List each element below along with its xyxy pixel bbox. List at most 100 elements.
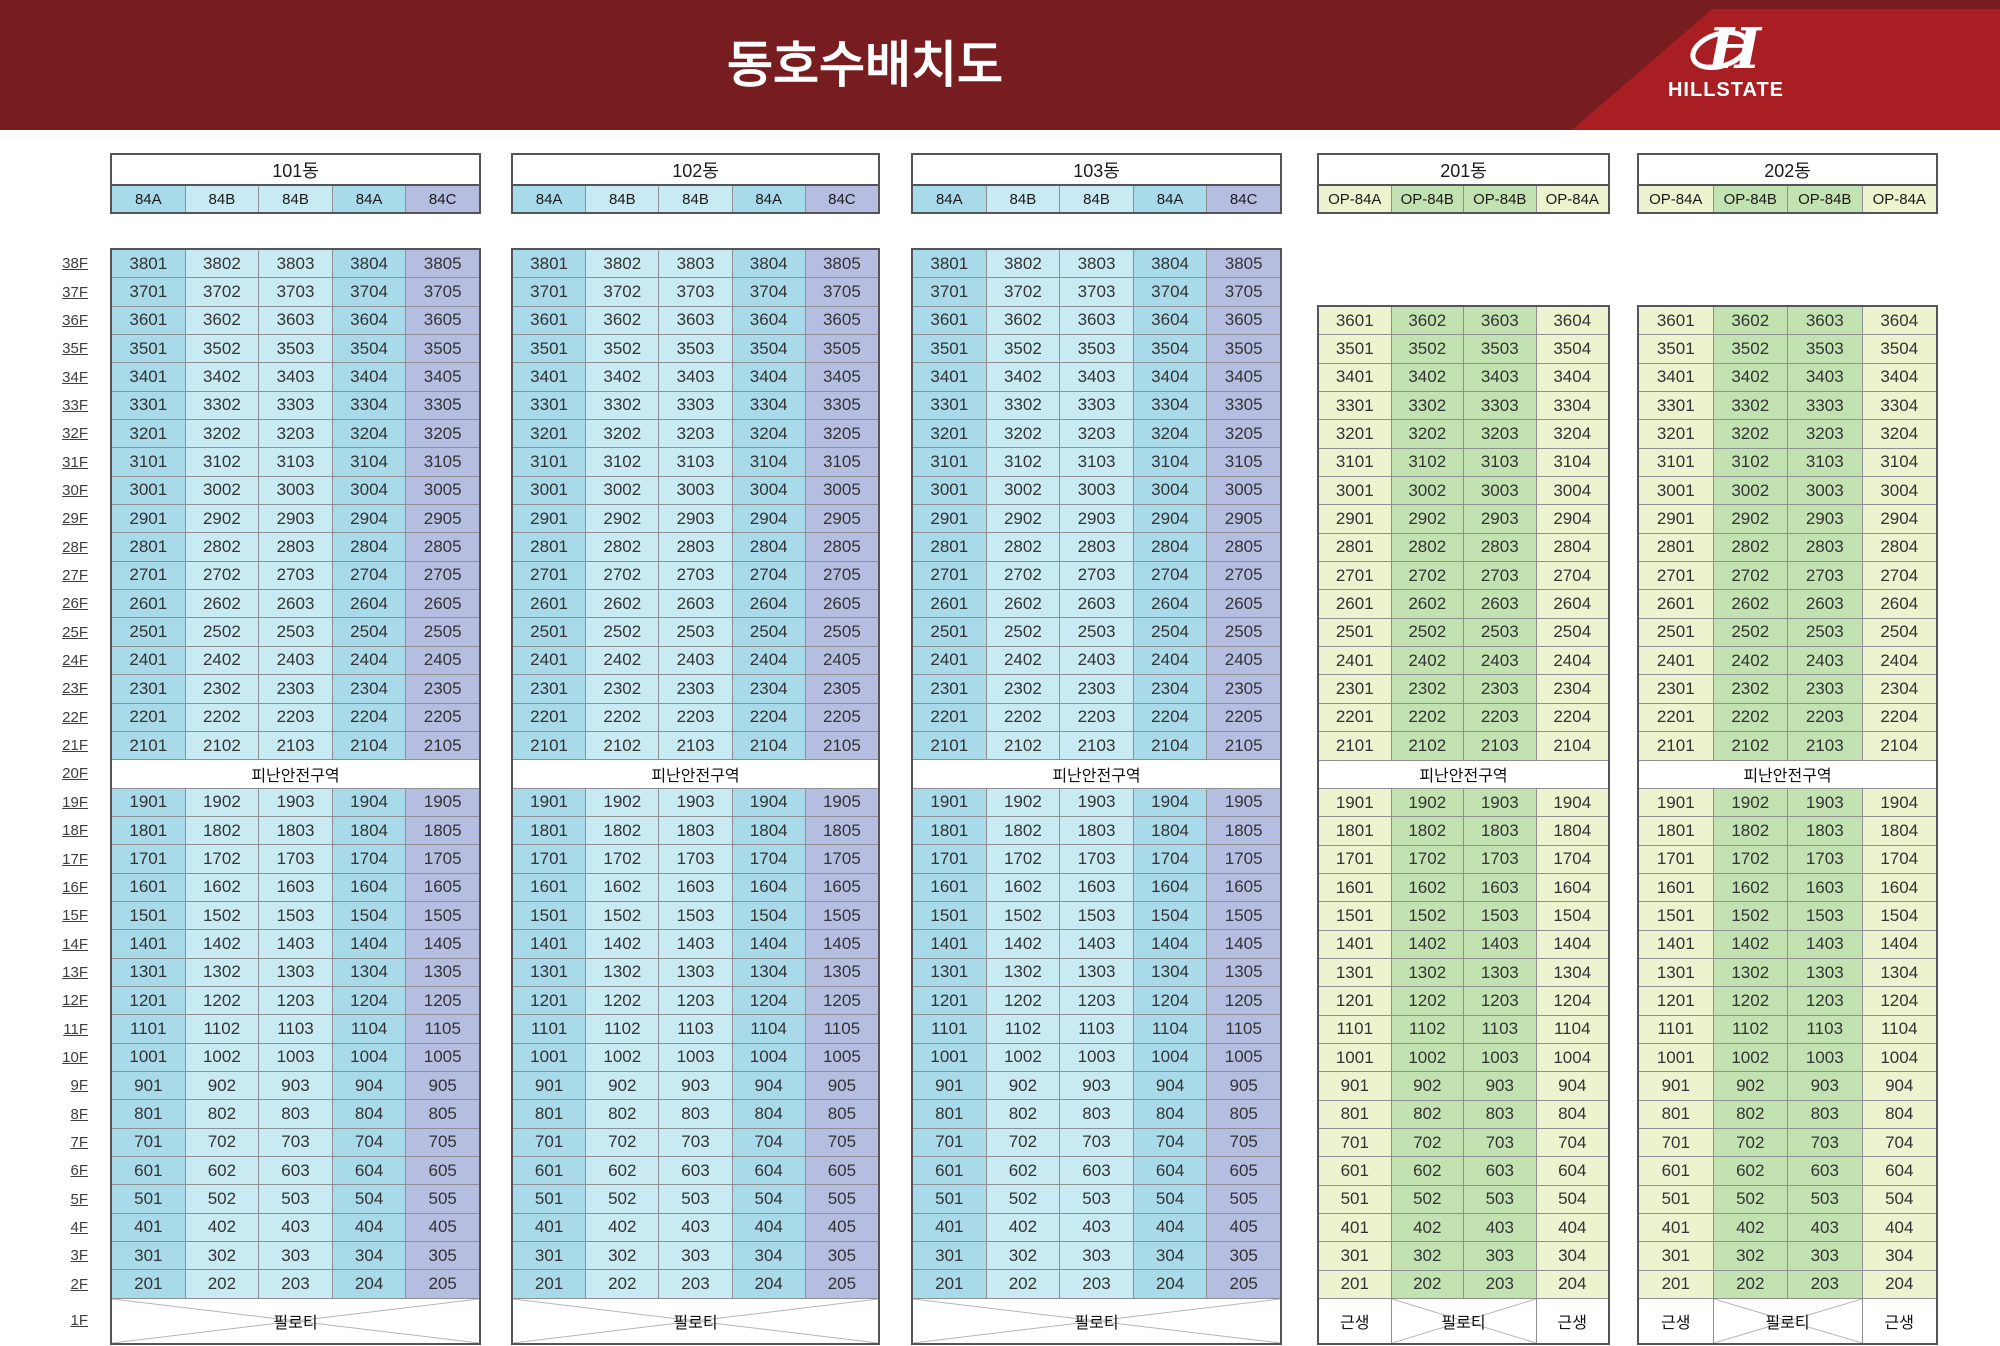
unit-cell: 701 <box>913 1128 986 1156</box>
unit-cell: 1304 <box>1133 958 1207 986</box>
unit-cell: 1702 <box>986 845 1060 873</box>
unit-cell: 503 <box>1060 1185 1133 1213</box>
unit-cell: 2804 <box>1536 533 1608 562</box>
unit-cell: 3203 <box>259 420 332 448</box>
unit-cell: 2601 <box>112 590 185 618</box>
unit-cell: 903 <box>1788 1072 1862 1100</box>
unit-cell: 3003 <box>1788 477 1862 505</box>
unit-cell: 3403 <box>259 363 332 391</box>
unit-cell: 205 <box>1207 1270 1280 1298</box>
unit-cell: 1702 <box>1391 845 1463 873</box>
unit-cell: 904 <box>1133 1071 1207 1100</box>
unit-cell: 1103 <box>1060 1015 1133 1043</box>
unit-cell: 3705 <box>805 278 878 306</box>
unit-type-cell: 84A <box>513 186 586 212</box>
unit-cell: 1104 <box>1862 1015 1936 1043</box>
floor-label: 15F <box>62 907 88 925</box>
unit-cell: 1403 <box>659 930 732 958</box>
unit-cell: 1702 <box>586 845 659 873</box>
unit-cell: 904 <box>732 1071 805 1100</box>
unit-cell: 3603 <box>259 306 332 335</box>
unit-cell: 1904 <box>1536 788 1608 817</box>
unit-cell: 1903 <box>259 788 332 816</box>
unit-cell: 2802 <box>185 533 259 561</box>
unit-cell: 1501 <box>1319 902 1391 930</box>
unit-cell: 3005 <box>805 476 878 505</box>
unit-cell: 801 <box>112 1100 185 1128</box>
unit-cell: 1303 <box>1788 958 1862 987</box>
unit-cell: 3401 <box>913 363 986 391</box>
unit-cell: 405 <box>805 1213 878 1242</box>
unit-cell: 703 <box>1464 1128 1536 1157</box>
unit-cell: 3405 <box>1207 363 1280 391</box>
unit-cell: 604 <box>1133 1157 1207 1185</box>
unit-cell: 2302 <box>986 675 1060 703</box>
unit-cell: 3102 <box>1713 448 1787 477</box>
unit-cell: 1804 <box>1862 817 1936 845</box>
unit-cell: 3203 <box>1464 420 1536 448</box>
unit-cell: 2302 <box>1391 675 1463 703</box>
unit-cell: 1902 <box>185 788 259 816</box>
unit-cell: 801 <box>913 1100 986 1128</box>
unit-cell: 3004 <box>1133 476 1207 505</box>
unit-cell: 2703 <box>259 561 332 590</box>
unit-cell: 2805 <box>805 533 878 561</box>
unit-cell: 705 <box>1207 1128 1280 1156</box>
unit-cell: 204 <box>1133 1270 1207 1298</box>
unit-cell: 3305 <box>406 391 479 420</box>
building-name: 201동 <box>1317 153 1610 186</box>
unit-cell: 2504 <box>732 618 805 646</box>
header-accent-shape <box>1572 9 2000 130</box>
unit-cell: 2302 <box>1713 675 1787 703</box>
piloti-cross-icon <box>513 1299 878 1343</box>
unit-cell: 3202 <box>1391 420 1463 448</box>
unit-cell: 1101 <box>1639 1015 1713 1043</box>
unit-cell: 3503 <box>1788 335 1862 363</box>
unit-cell: 1704 <box>1133 845 1207 873</box>
unit-cell: 3503 <box>1464 335 1536 363</box>
unit-type-cell: OP-84A <box>1862 186 1936 212</box>
unit-cell: 702 <box>586 1128 659 1156</box>
unit-cell: 1605 <box>1207 873 1280 901</box>
unit-cell: 1801 <box>513 816 586 845</box>
unit-type-cell: 84A <box>913 186 986 212</box>
unit-cell: 3102 <box>185 448 259 476</box>
unit-cell: 1602 <box>1391 873 1463 902</box>
unit-cell: 503 <box>1788 1185 1862 1213</box>
floor-label: 25F <box>62 623 88 641</box>
unit-cell: 2704 <box>732 561 805 590</box>
unit-cell: 3202 <box>1713 420 1787 448</box>
unit-cell: 1801 <box>112 816 185 845</box>
piloti-cross-icon <box>112 1299 479 1343</box>
unit-cell: 1904 <box>332 788 406 816</box>
unit-cell: 2804 <box>1133 533 1207 561</box>
unit-cell: 2304 <box>1133 675 1207 703</box>
unit-cell: 1901 <box>1639 788 1713 817</box>
unit-cell: 3205 <box>406 420 479 448</box>
unit-cell: 2502 <box>586 618 659 646</box>
unit-cell: 1802 <box>1713 817 1787 845</box>
unit-cell: 3304 <box>1133 391 1207 420</box>
unit-cell: 1005 <box>1207 1043 1280 1071</box>
unit-cell: 801 <box>1639 1100 1713 1128</box>
unit-cell: 2203 <box>1060 703 1133 731</box>
unit-cell: 1105 <box>406 1015 479 1043</box>
unit-cell: 704 <box>1536 1128 1608 1157</box>
unit-cell: 1303 <box>659 958 732 986</box>
page-title: 동호수배치도 <box>727 37 1003 93</box>
unit-cell: 1504 <box>1862 902 1936 930</box>
unit-cell: 1601 <box>112 873 185 901</box>
unit-cell: 1004 <box>1133 1043 1207 1071</box>
floor-label: 37F <box>62 283 88 301</box>
unit-cell: 3802 <box>185 250 259 278</box>
unit-cell: 3601 <box>112 306 185 335</box>
unit-cell: 704 <box>1133 1128 1207 1156</box>
floor-label: 6F <box>70 1162 88 1180</box>
unit-cell: 2101 <box>112 731 185 760</box>
unit-cell: 2303 <box>659 675 732 703</box>
unit-cell: 703 <box>659 1128 732 1156</box>
unit-cell: 302 <box>1391 1242 1463 1270</box>
unit-cell: 2201 <box>1639 703 1713 732</box>
unit-cell: 3701 <box>513 278 586 306</box>
unit-cell: 505 <box>1207 1185 1280 1213</box>
